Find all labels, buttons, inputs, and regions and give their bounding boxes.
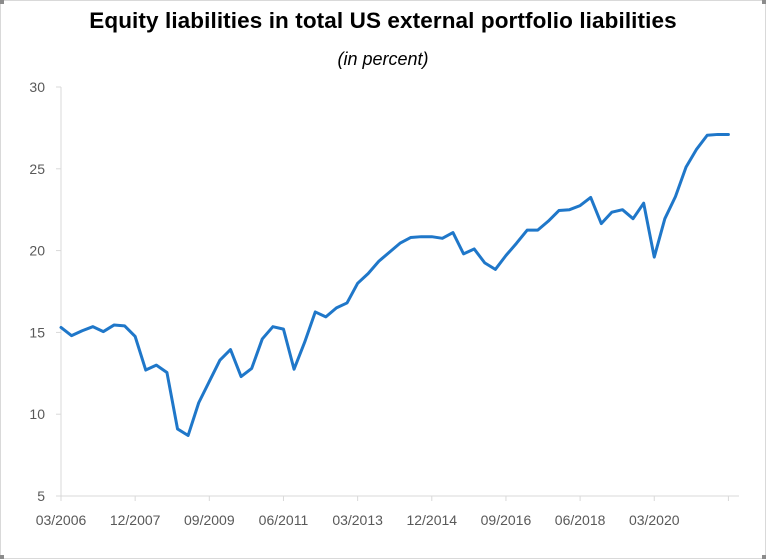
y-tick-label: 5 (37, 488, 45, 504)
x-tick-label: 09/2009 (184, 512, 235, 528)
corner-mark (0, 555, 4, 559)
y-tick-label: 25 (29, 161, 45, 177)
x-tick-label: 12/2014 (406, 512, 457, 528)
x-tick-label: 09/2016 (481, 512, 532, 528)
x-tick-label: 03/2006 (36, 512, 87, 528)
y-tick-label: 20 (29, 243, 45, 259)
y-tick-label: 15 (29, 324, 45, 340)
corner-mark (762, 0, 766, 4)
chart-title: Equity liabilities in total US external … (89, 8, 677, 33)
series-line (59, 132, 730, 437)
x-tick-label: 03/2013 (332, 512, 383, 528)
x-axis: 03/2006 12/2007 09/2009 06/2011 03/2013 12/20… (36, 495, 739, 528)
series-layer (59, 132, 730, 437)
y-tick-label: 10 (29, 406, 45, 422)
x-tick-label: 06/2018 (555, 512, 606, 528)
y-axis: 5 10 15 20 25 30 (29, 79, 62, 504)
x-tick-label: 12/2007 (110, 512, 161, 528)
x-tick-label: 06/2011 (259, 512, 309, 528)
chart-subtitle: (in percent) (337, 49, 429, 69)
x-tick-label: 03/2020 (629, 512, 680, 528)
y-tick-label: 30 (29, 79, 45, 95)
corner-mark (0, 0, 4, 4)
corner-mark (762, 555, 766, 559)
